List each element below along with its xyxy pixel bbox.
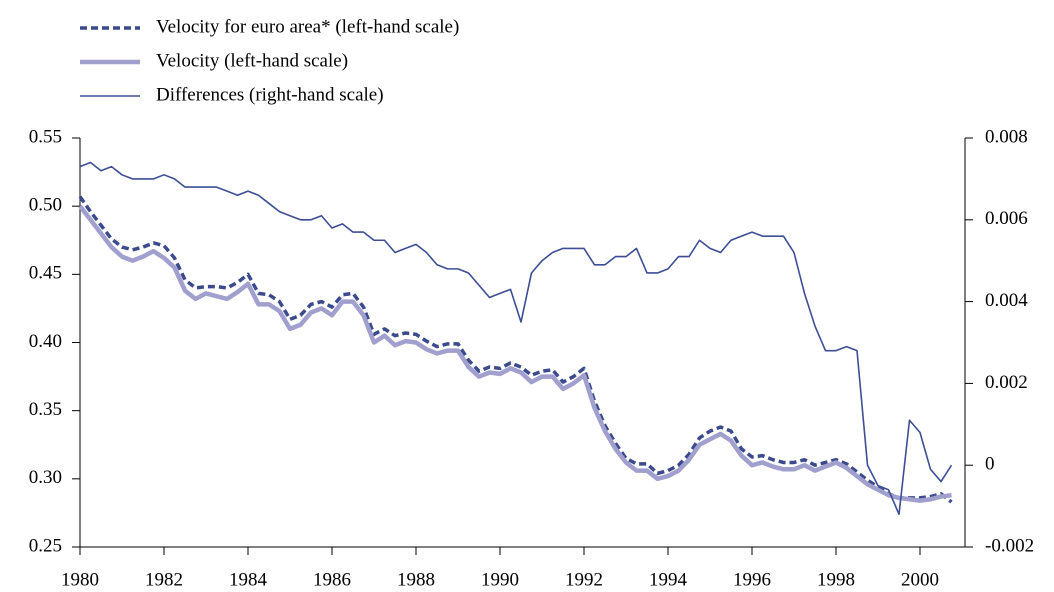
series-line xyxy=(78,195,953,504)
x-tick-label: 1992 xyxy=(565,569,603,590)
y2-tick-label: 0.002 xyxy=(985,372,1028,393)
x-tick-label: 1986 xyxy=(313,569,351,590)
x-tick-label: 1984 xyxy=(229,569,268,590)
y-tick-label: 0.50 xyxy=(29,195,62,216)
y2-tick-label: 0.006 xyxy=(985,208,1028,229)
y2-tick-label: 0 xyxy=(985,454,995,475)
x-tick-label: 1988 xyxy=(397,569,435,590)
x-tick-label: 1994 xyxy=(649,569,688,590)
x-tick-label: 1998 xyxy=(817,569,855,590)
y-tick-label: 0.45 xyxy=(29,263,62,284)
legend-label: Differences (right-hand scale) xyxy=(156,84,384,105)
y2-tick-label: -0.002 xyxy=(985,535,1034,556)
x-tick-label: 2000 xyxy=(901,569,939,590)
y-tick-label: 0.55 xyxy=(29,126,62,147)
legend-label: Velocity for euro area* (left-hand scale… xyxy=(156,16,459,37)
y2-tick-label: 0.004 xyxy=(985,290,1028,311)
series-line xyxy=(78,204,952,503)
x-tick-label: 1980 xyxy=(61,569,99,590)
x-tick-label: 1990 xyxy=(481,569,519,590)
x-tick-label: 1996 xyxy=(733,569,771,590)
y-tick-label: 0.35 xyxy=(29,399,62,420)
y-tick-label: 0.30 xyxy=(29,467,62,488)
y-tick-label: 0.40 xyxy=(29,331,62,352)
legend-label: Velocity (left-hand scale) xyxy=(156,50,348,71)
y-tick-label: 0.25 xyxy=(29,535,62,556)
x-tick-label: 1982 xyxy=(145,569,183,590)
y2-tick-label: 0.008 xyxy=(985,126,1028,147)
series-line xyxy=(79,161,953,516)
